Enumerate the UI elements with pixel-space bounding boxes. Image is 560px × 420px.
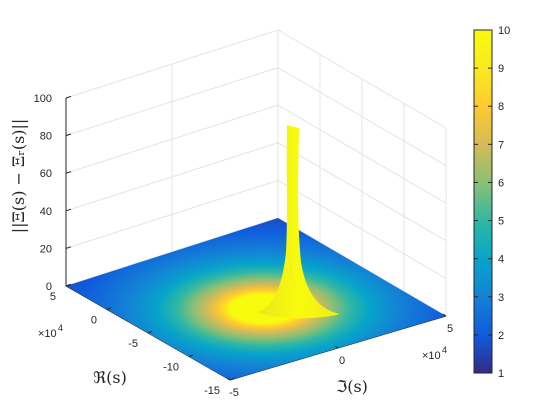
- colorbar-ticks: 1 2 3 4 5 6 7 8 9 10: [474, 25, 510, 380]
- im-axis-label: ℑ(s): [336, 377, 368, 396]
- re-tick-mark: [65, 284, 71, 287]
- re-axis-label: ℜ(s): [93, 368, 127, 387]
- surface-spike: [258, 125, 340, 319]
- re-exponent-base: ×10: [38, 328, 57, 340]
- re-tick-label: -10: [163, 362, 179, 374]
- z-tick-label: 20: [40, 243, 52, 255]
- im-tick-label: -5: [229, 387, 239, 399]
- z-tick-label: 0: [46, 281, 52, 293]
- im-tick-mark: [334, 345, 339, 349]
- colorbar-tick-label: 6: [498, 177, 504, 189]
- colorbar-tick-label: 9: [498, 63, 504, 75]
- im-tick-mark: [442, 313, 447, 317]
- z-tick-label: 100: [34, 93, 52, 105]
- colorbar-gradient: [473, 29, 493, 374]
- re-exponent-power: 4: [58, 323, 63, 333]
- colorbar-tick-label: 1: [498, 368, 504, 380]
- z-tick-mark: [65, 246, 72, 249]
- z-tick-mark: [65, 208, 72, 212]
- surface: [66, 125, 446, 380]
- z-tick-mark: [65, 95, 72, 99]
- z-tick-mark: [65, 133, 72, 137]
- z-axis-label: ||Ξ(s) − Ξᵣ(s)||: [9, 119, 28, 234]
- im-tick-mark: [226, 377, 231, 381]
- re-tick-mark: [106, 307, 112, 310]
- colorbar-tick-label: 4: [498, 254, 504, 266]
- colorbar-tick-label: 3: [498, 292, 504, 304]
- re-tick-mark: [229, 378, 235, 381]
- im-exponent-base: ×10: [422, 350, 441, 362]
- re-tick-label: -15: [204, 385, 220, 397]
- im-axis-exponent: ×10 4: [422, 345, 447, 362]
- z-tick-label: 40: [40, 206, 52, 218]
- colorbar: 1 2 3 4 5 6 7 8 9 10: [473, 25, 510, 380]
- colorbar-tick-label: 7: [498, 139, 504, 151]
- surface-floor: [66, 218, 446, 380]
- re-tick-mark: [188, 354, 194, 357]
- colorbar-tick-label: 10: [498, 25, 510, 37]
- colorbar-tick-label: 8: [498, 101, 504, 113]
- re-tick-mark: [147, 331, 153, 334]
- im-exponent-power: 4: [442, 345, 447, 355]
- re-tick-label: -5: [128, 338, 138, 350]
- re-tick-label: 5: [50, 291, 56, 303]
- im-tick-label: 5: [447, 323, 453, 335]
- z-tick-label: 60: [40, 168, 52, 180]
- re-tick-label: 0: [91, 315, 97, 327]
- re-axis-exponent: ×10 4: [38, 323, 63, 340]
- colorbar-tick-label: 5: [498, 216, 504, 228]
- z-tick-mark: [65, 171, 72, 174]
- im-tick-label: 0: [339, 355, 345, 367]
- colorbar-tick-label: 2: [498, 330, 504, 342]
- z-tick-label: 80: [40, 131, 52, 143]
